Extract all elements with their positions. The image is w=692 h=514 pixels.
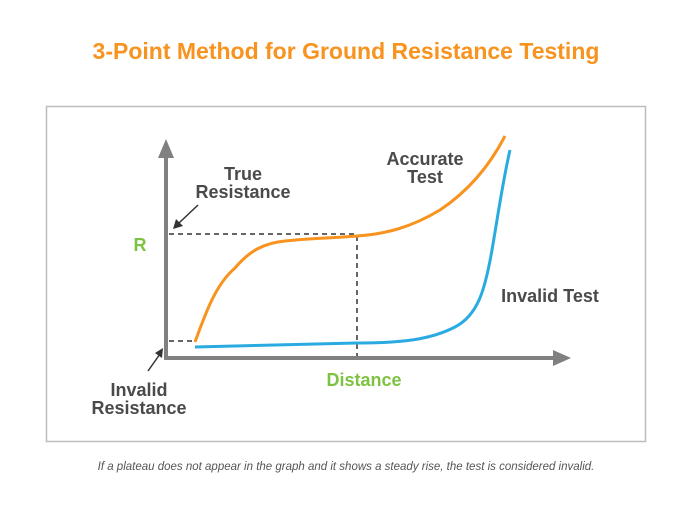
- true-resistance-label-line2: Resistance: [195, 182, 290, 202]
- accurate-test-label-line2: Test: [407, 167, 443, 187]
- x-axis-label: Distance: [326, 370, 401, 390]
- caption: If a plateau does not appear in the grap…: [97, 461, 595, 473]
- true-resistance-label-line1: True: [224, 164, 262, 184]
- diagram-frame: [45, 105, 647, 443]
- invalid-resistance-pointer: [147, 353, 161, 372]
- invalid-resistance-label-line1: Invalid: [110, 380, 167, 400]
- y-axis-arrow-icon: [158, 139, 174, 158]
- invalid-test-label: Invalid Test: [501, 286, 599, 306]
- page-title: 3-Point Method for Ground Resistance Tes…: [92, 38, 600, 64]
- invalid-resistance-arrow-icon: [155, 348, 163, 358]
- accurate-test-label-line1: Accurate: [386, 149, 463, 169]
- true-resistance-arrow-icon: [173, 219, 183, 229]
- y-axis-label: R: [134, 235, 147, 255]
- invalid-resistance-label-line2: Resistance: [91, 398, 186, 418]
- accurate-test-curve: [193, 135, 507, 343]
- true-resistance-pointer: [178, 204, 199, 224]
- x-axis-arrow-icon: [553, 350, 571, 366]
- invalid-test-curve: [194, 149, 512, 349]
